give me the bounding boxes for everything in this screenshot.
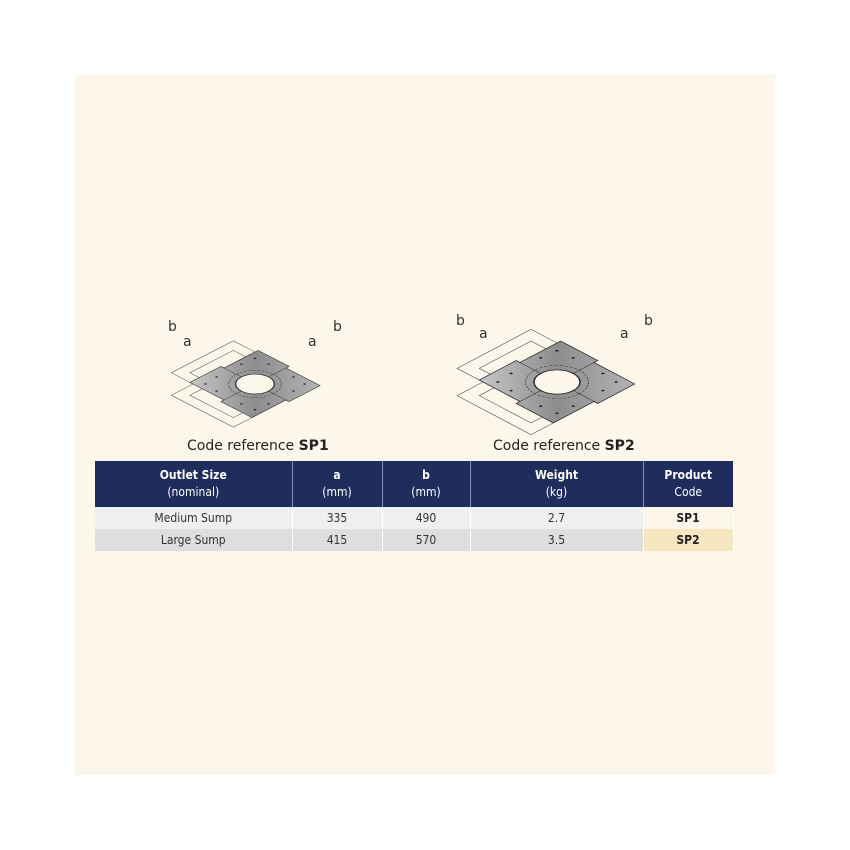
table-row: Large Sump 415 570 3.5 SP2 [95, 529, 734, 551]
caption-text: Code reference [493, 438, 601, 454]
product-table: Outlet Size (nominal) a (mm) b (mm) Weight(… [95, 461, 734, 551]
header-b: b (mm) [382, 461, 471, 507]
cell-weight: 3.5 [470, 529, 644, 551]
sp1-dimension-a-right: a [308, 334, 317, 350]
sp1-dimension-a-left: a [183, 334, 192, 350]
header-a: a (mm) [292, 461, 383, 507]
sp2-dimension-b-right: b [644, 313, 653, 329]
sp1-plate-drawing [148, 338, 324, 430]
sp2-dimension-a-right: a [620, 326, 629, 342]
sp2-plate-drawing [430, 326, 640, 438]
table-row: Medium Sump 335 490 2.7 SP1 [95, 507, 734, 529]
sp2-dimension-a-left: a [479, 326, 488, 342]
caption-code: SP1 [298, 438, 329, 454]
header-outlet-size: Outlet Size (nominal) [95, 461, 293, 507]
sp1-dimension-b-right: b [333, 319, 342, 335]
cell-weight: 2.7 [470, 507, 644, 529]
cell-b: 490 [382, 507, 471, 529]
cell-a: 335 [292, 507, 383, 529]
cell-outlet-size: Medium Sump [95, 507, 293, 529]
caption-code: SP2 [604, 438, 635, 454]
sp1-caption: Code reference SP1 [187, 438, 329, 454]
cell-product-code: SP1 [643, 507, 734, 529]
header-weight: Weight (kg) [470, 461, 644, 507]
cell-outlet-size: Large Sump [95, 529, 293, 551]
header-product-code: Product Code [643, 461, 733, 507]
cell-product-code: SP2 [643, 529, 734, 551]
sp2-caption: Code reference SP2 [493, 438, 635, 454]
content-panel [75, 75, 775, 775]
table-header: Outlet Size (nominal) a (mm) b (mm) Weight(… [95, 461, 733, 507]
caption-text: Code reference [187, 438, 295, 454]
sp2-dimension-b-left: b [456, 313, 465, 329]
sp1-dimension-b-left: b [168, 319, 177, 335]
cell-b: 570 [382, 529, 471, 551]
cell-a: 415 [292, 529, 383, 551]
